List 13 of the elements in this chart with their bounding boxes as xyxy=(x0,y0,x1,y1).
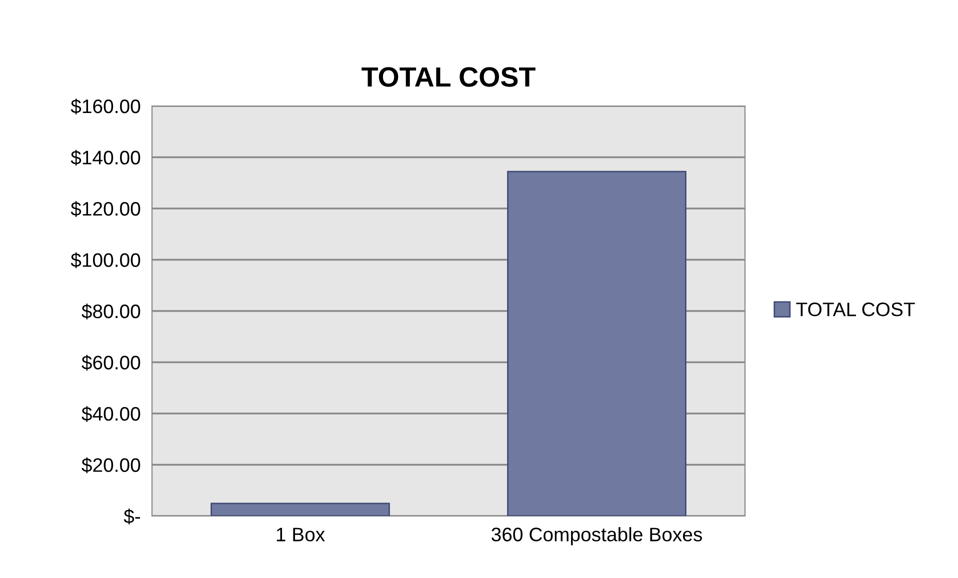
y-tick-label: $160.00 xyxy=(70,98,140,114)
y-tick-label: $- xyxy=(124,508,140,524)
y-tick-label: $120.00 xyxy=(70,201,140,217)
y-tick-label: $60.00 xyxy=(82,354,140,371)
y-tick-label: $20.00 xyxy=(82,457,140,474)
y-tick-label: $100.00 xyxy=(70,252,140,268)
x-tick-label: 360 Compostable Boxes xyxy=(492,527,702,546)
legend-label: TOTAL COST xyxy=(796,302,915,316)
y-tick-label: $40.00 xyxy=(82,406,140,422)
y-tick-label: $80.00 xyxy=(82,304,140,320)
x-tick-label: 1 Box xyxy=(276,528,325,542)
chart-title: TOTAL COST xyxy=(362,67,536,87)
y-tick-label: $140.00 xyxy=(70,150,140,166)
